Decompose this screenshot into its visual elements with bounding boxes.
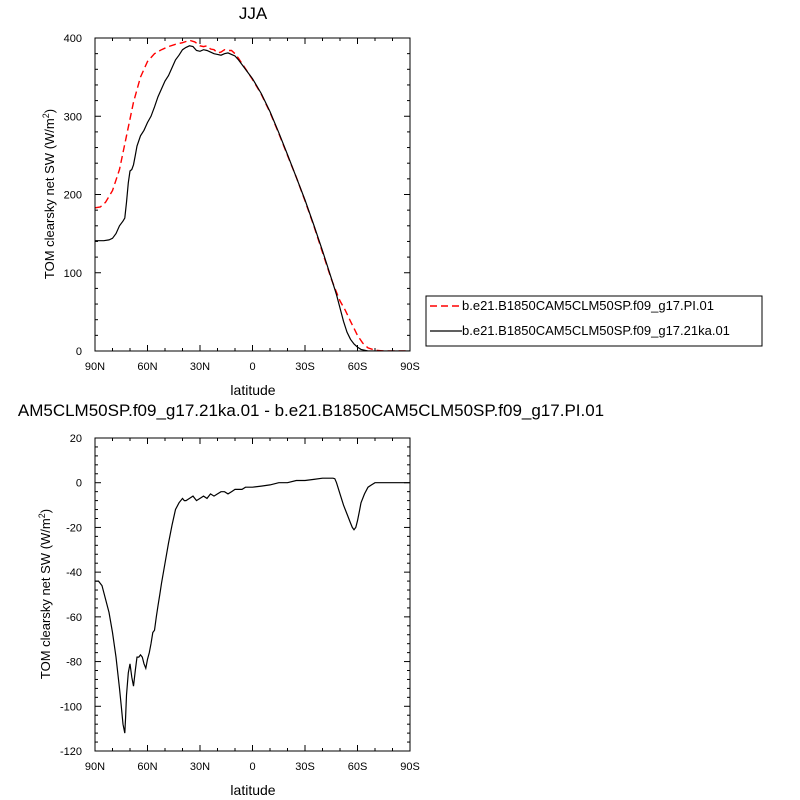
legend-label-pi: b.e21.B1850CAM5CLM50SP.f09_g17.PI.01	[462, 298, 714, 313]
bottom-series-line-0	[95, 477, 410, 734]
bottom-plot-frame	[94, 437, 411, 752]
top-x-axis-label: latitude	[230, 382, 275, 398]
bottom-y-tick-label: -20	[66, 522, 82, 534]
legend: b.e21.B1850CAM5CLM50SP.f09_g17.PI.01 b.e…	[425, 295, 763, 347]
bottom-chart-title: AM5CLM50SP.f09_g17.21ka.01 - b.e21.B1850…	[18, 401, 604, 420]
bottom-y-tick-label: -100	[60, 701, 82, 713]
bottom-x-tick-label: 90S	[400, 761, 420, 773]
top-y-tick-label: 400	[64, 33, 82, 45]
bottom-x-tick-label: 90N	[85, 761, 105, 773]
top-panel: JJA 90N 60N 30N 0 30S 60S 90S 0 100 200 300 400 lat…	[41, 4, 763, 398]
bottom-x-tick-label: 60S	[348, 761, 368, 773]
bottom-x-tick-label: 0	[249, 761, 255, 773]
top-series-line-1	[95, 45, 410, 351]
top-chart-title: JJA	[239, 4, 268, 23]
top-series-line-0	[95, 39, 410, 351]
top-y-tick-label: 0	[76, 346, 82, 358]
bottom-y-tick-label: 0	[76, 478, 82, 490]
top-y-tick-label: 200	[64, 190, 82, 202]
bottom-y-axis-label: TOM clearsky net SW (W/m2)	[37, 509, 53, 679]
top-x-tick-label: 60S	[348, 361, 368, 373]
bottom-x-tick-label: 30S	[295, 761, 315, 773]
top-x-tick-label: 90N	[85, 361, 105, 373]
top-y-axis-label: TOM clearsky net SW (W/m2)	[41, 109, 57, 279]
top-plot-area: 90N 60N 30N 0 30S 60S 90S 0 100 200 300 400	[64, 33, 420, 373]
top-x-tick-label: 60N	[137, 361, 157, 373]
top-y-tick-label: 300	[64, 111, 82, 123]
bottom-plot-area: 90N 60N 30N 0 30S 60S 90S -120 -100 -80 -60 -40 -20 0…	[60, 433, 420, 773]
bottom-x-tick-label: 60N	[137, 761, 157, 773]
legend-label-21ka: b.e21.B1850CAM5CLM50SP.f09_g17.21ka.01	[462, 323, 730, 338]
bottom-y-tick-label: -60	[66, 612, 82, 624]
bottom-y-tick-label: -120	[60, 746, 82, 758]
bottom-y-tick-label: 20	[70, 433, 82, 445]
bottom-x-axis-label: latitude	[230, 782, 275, 798]
top-x-tick-label: 30S	[295, 361, 315, 373]
top-x-tick-label: 30N	[190, 361, 210, 373]
top-x-tick-label: 0	[249, 361, 255, 373]
top-y-tick-label: 100	[64, 268, 82, 280]
top-plot-frame	[94, 37, 411, 352]
bottom-x-tick-label: 30N	[190, 761, 210, 773]
bottom-y-tick-label: -80	[66, 657, 82, 669]
legend-box	[425, 295, 763, 347]
bottom-y-tick-label: -40	[66, 567, 82, 579]
bottom-panel: AM5CLM50SP.f09_g17.21ka.01 - b.e21.B1850…	[18, 401, 604, 798]
top-x-tick-label: 90S	[400, 361, 420, 373]
